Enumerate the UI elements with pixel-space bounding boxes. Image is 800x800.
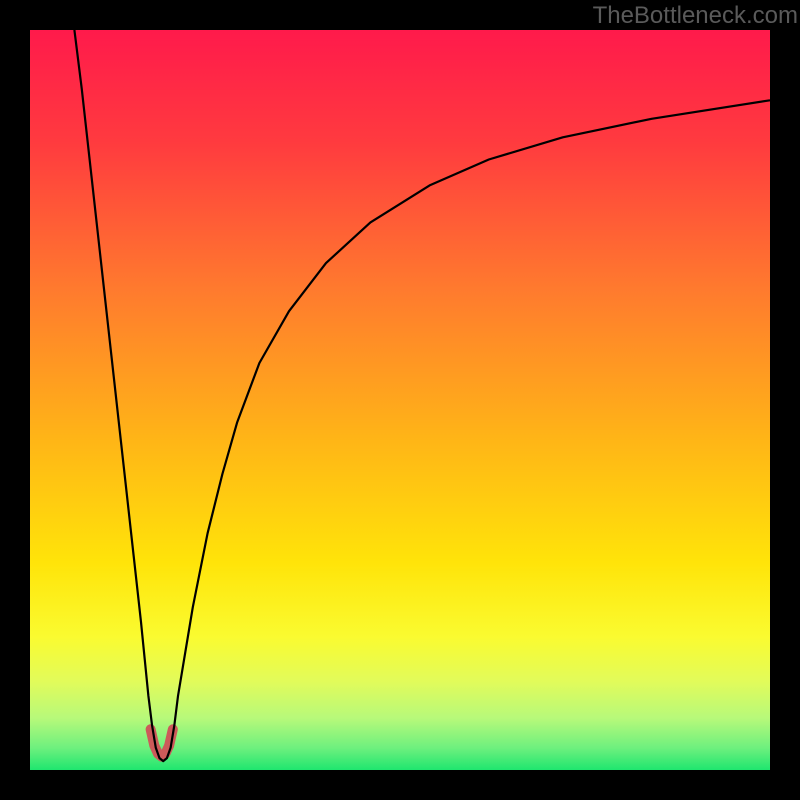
chart-svg	[30, 30, 770, 770]
gradient-background	[30, 30, 770, 770]
figure-container: TheBottleneck.com	[0, 0, 800, 800]
plot-area	[30, 30, 770, 770]
watermark-text: TheBottleneck.com	[593, 2, 798, 30]
